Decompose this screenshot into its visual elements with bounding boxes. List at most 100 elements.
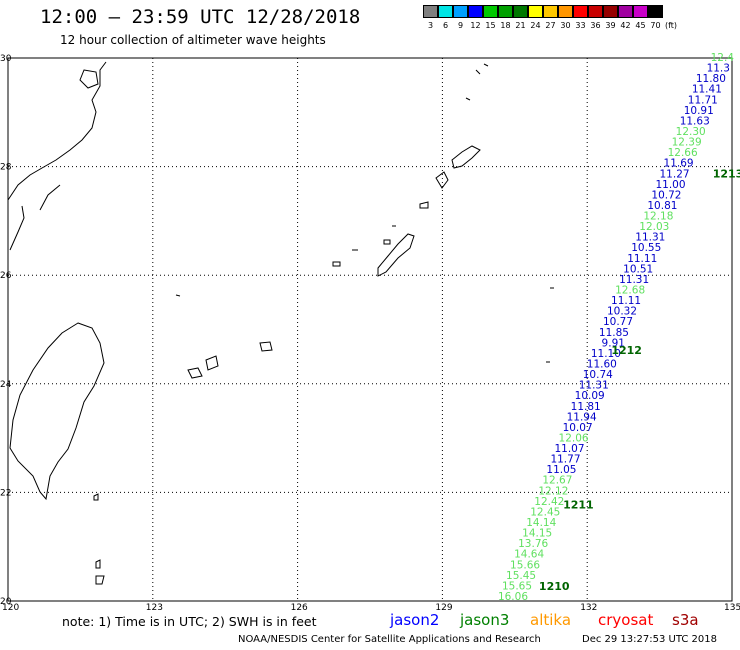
color-swatch xyxy=(483,5,498,18)
wave-height-label: 12.45 xyxy=(530,506,560,518)
color-swatch xyxy=(543,5,558,18)
wave-height-label: 11.05 xyxy=(546,464,576,476)
color-scale-label: 36 xyxy=(590,21,601,30)
color-scale-label: 12 xyxy=(470,21,481,30)
wave-height-label: 11.81 xyxy=(571,401,601,413)
wave-height-label: 11.3 xyxy=(707,63,730,75)
wave-height-label: 10.51 xyxy=(623,263,653,275)
wave-height-label: 11.10 xyxy=(591,348,621,360)
color-swatch xyxy=(633,5,648,18)
color-scale-labels: 3 6 9 12 15 18 21 24 27 30 33 36 39 42 45 70 (ft) xyxy=(423,21,677,30)
wave-height-label: 15.45 xyxy=(506,570,536,582)
chart-subtitle: 12 hour collection of altimeter wave hei… xyxy=(60,33,326,47)
pass-number-label: 1212 xyxy=(611,344,642,357)
map-frame xyxy=(7,57,733,602)
wave-height-label: 12.30 xyxy=(676,126,706,138)
wave-height-label: 10.55 xyxy=(631,242,661,254)
color-swatch xyxy=(468,5,483,18)
color-swatch xyxy=(453,5,468,18)
wave-height-label: 10.81 xyxy=(647,200,677,212)
legend-item-s3a: s3a xyxy=(672,611,699,629)
wave-height-label: 14.15 xyxy=(522,528,552,540)
wave-height-label: 11.31 xyxy=(619,274,649,286)
wave-height-label: 11.63 xyxy=(680,115,710,127)
wave-height-label: 12.67 xyxy=(542,475,572,487)
color-scale-label: 15 xyxy=(485,21,496,30)
wave-height-label: 15.66 xyxy=(510,559,540,571)
longitude-label: 126 xyxy=(291,603,308,610)
wave-height-label: 13.76 xyxy=(518,538,548,550)
wave-height-label: 11.41 xyxy=(692,84,722,96)
chart-title: 12:00 – 23:59 UTC 12/28/2018 xyxy=(40,6,361,28)
latitude-label: 22 xyxy=(0,488,11,498)
legend-item-altika: altika xyxy=(530,611,572,629)
wave-height-label: 12.42 xyxy=(534,496,564,508)
wave-height-label: 10.91 xyxy=(684,105,714,117)
wave-height-label: 10.09 xyxy=(575,390,605,402)
wave-height-label: 11.85 xyxy=(599,327,629,339)
legend-item-jason3: jason3 xyxy=(460,611,510,629)
color-scale-label: 42 xyxy=(620,21,631,30)
wave-height-label: 10.77 xyxy=(603,316,633,328)
wave-height-label: 11.94 xyxy=(567,411,597,423)
longitude-label: 135 xyxy=(724,603,740,610)
color-scale-unit: (ft) xyxy=(665,21,678,30)
altimeter-map: 120 123 126 129 132 13530282624222012.411.311… xyxy=(0,52,740,610)
amami-islands xyxy=(419,63,489,209)
wave-height-label: 12.39 xyxy=(672,137,702,149)
color-swatch xyxy=(603,5,618,18)
color-scale-label: 6 xyxy=(442,21,449,30)
wave-height-label: 11.31 xyxy=(579,380,609,392)
wave-height-label: 11.60 xyxy=(587,358,617,370)
credit-text: NOAA/NESDIS Center for Satellite Applica… xyxy=(238,634,541,645)
wave-height-label: 11.69 xyxy=(664,158,694,170)
taiwan-coastline xyxy=(9,322,105,501)
wave-height-label: 12.66 xyxy=(668,147,698,159)
color-scale-label: 18 xyxy=(500,21,511,30)
wave-height-label: 10.72 xyxy=(651,189,681,201)
wave-height-label: 11.31 xyxy=(635,232,665,244)
color-swatch xyxy=(558,5,573,18)
color-swatch xyxy=(588,5,603,18)
wave-height-label: 12.68 xyxy=(615,285,645,297)
latitude-label: 30 xyxy=(0,54,12,64)
color-swatch xyxy=(498,5,513,18)
color-swatch xyxy=(528,5,543,18)
wave-height-label: 11.71 xyxy=(688,94,718,106)
color-scale-label: 30 xyxy=(560,21,571,30)
color-scale-label: 3 xyxy=(427,21,434,30)
pass-number-label: 1213 xyxy=(713,167,740,180)
wave-height-label: 11.77 xyxy=(550,454,580,466)
okinawa-island xyxy=(332,225,415,277)
color-swatch xyxy=(423,5,438,18)
wave-height-label: 11.80 xyxy=(696,73,726,85)
color-swatch xyxy=(438,5,453,18)
wave-height-label: 11.11 xyxy=(611,295,641,307)
wave-height-label: 12.06 xyxy=(559,432,589,444)
sakishima-islands xyxy=(175,294,273,379)
latitude-label: 26 xyxy=(0,271,12,281)
wave-height-label: 14.14 xyxy=(526,517,556,529)
longitude-label: 123 xyxy=(146,603,163,610)
color-scale-label: 45 xyxy=(635,21,646,30)
color-scale-label: 27 xyxy=(545,21,556,30)
color-scale-label: 70 xyxy=(650,21,661,30)
latitude-label: 24 xyxy=(0,380,12,390)
zhoushan-islands xyxy=(79,69,99,89)
legend-item-cryosat: cryosat xyxy=(598,611,654,629)
wave-height-label: 14.64 xyxy=(514,549,544,561)
wave-height-label: 16.06 xyxy=(498,591,528,603)
color-swatch xyxy=(618,5,633,18)
color-swatch xyxy=(648,5,663,18)
wave-height-label: 15.65 xyxy=(502,580,532,592)
color-scale-label: 24 xyxy=(530,21,541,30)
wave-height-label: 9.91 xyxy=(602,337,625,349)
wave-height-label: 12.18 xyxy=(643,211,673,223)
color-swatch xyxy=(573,5,588,18)
pass-number-label: 1211 xyxy=(563,499,594,512)
color-scale-label: 33 xyxy=(575,21,586,30)
wave-height-label: 12.03 xyxy=(639,221,669,233)
longitude-label: 129 xyxy=(435,603,452,610)
color-swatch xyxy=(513,5,528,18)
color-scale-bar xyxy=(423,5,663,18)
